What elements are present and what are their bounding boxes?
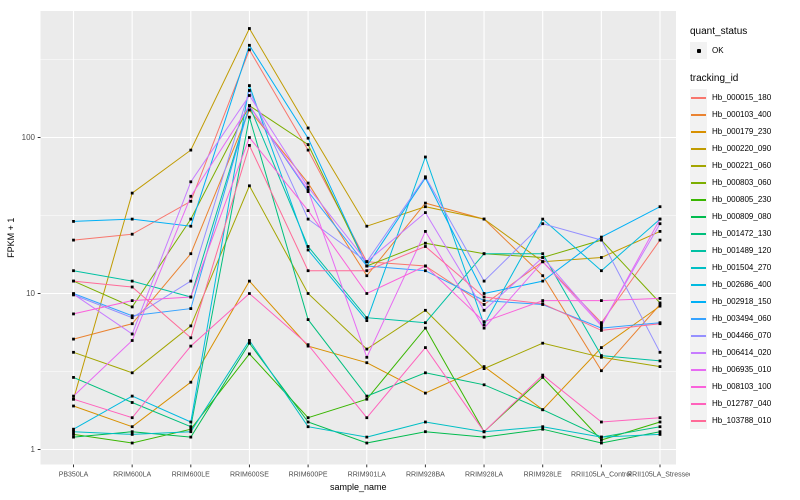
legend-title-quant-status: quant_status bbox=[690, 26, 748, 37]
series-color-key-icon bbox=[690, 259, 707, 276]
gridlines-minor bbox=[40, 59, 676, 372]
y-tick-label: 100 bbox=[22, 133, 36, 142]
legend-item-label: Hb_000015_180 bbox=[712, 93, 772, 102]
series-color-key-icon bbox=[690, 208, 707, 225]
x-tick-label: RRIM600PE bbox=[289, 472, 328, 479]
legend-item-label: Hb_003494_060 bbox=[712, 314, 772, 323]
y-tick-label: 1 bbox=[31, 445, 36, 454]
series-color-key-icon bbox=[690, 106, 707, 123]
series-color-key-icon bbox=[690, 191, 707, 208]
legend-item-Hb_001472_130: Hb_001472_130 bbox=[690, 225, 798, 242]
legend-item-label: Hb_002686_400 bbox=[712, 280, 772, 289]
legend-item-Hb_000103_400: Hb_000103_400 bbox=[690, 106, 798, 123]
legend-item-Hb_003494_060: Hb_003494_060 bbox=[690, 310, 798, 327]
gridlines-major bbox=[40, 136, 676, 451]
legend-item-label: Hb_000809_080 bbox=[712, 212, 772, 221]
y-axis-title: FPKM + 1 bbox=[6, 218, 16, 258]
series-color-key-icon bbox=[690, 140, 707, 157]
legend-item-Hb_006935_010: Hb_006935_010 bbox=[690, 361, 798, 378]
legend-item-label: Hb_000805_230 bbox=[712, 195, 772, 204]
legend-item-label: Hb_000220_090 bbox=[712, 144, 772, 153]
legend-item-label: Hb_103788_010 bbox=[712, 416, 772, 425]
legend-item-label: Hb_000221_060 bbox=[712, 161, 772, 170]
ok-point-icon bbox=[690, 42, 707, 59]
series-color-key-icon bbox=[690, 276, 707, 293]
y-axis: 1 10 100 bbox=[22, 133, 41, 454]
x-tick-label: RRIM928BA bbox=[406, 472, 445, 479]
legend-item-Hb_103788_010: Hb_103788_010 bbox=[690, 412, 798, 429]
series-color-key-icon bbox=[690, 225, 707, 242]
x-tick-label: RRIM928LA bbox=[465, 472, 503, 479]
legend-quant-status: quant_status OK bbox=[690, 26, 798, 59]
series-color-key-icon bbox=[690, 395, 707, 412]
series-color-key-icon bbox=[690, 412, 707, 429]
legend-item-label: Hb_004466_070 bbox=[712, 331, 772, 340]
series-color-key-icon bbox=[690, 361, 707, 378]
legend-item-quant-status: OK bbox=[690, 42, 798, 59]
series-color-key-icon bbox=[690, 89, 707, 106]
legend-item-Hb_000220_090: Hb_000220_090 bbox=[690, 140, 798, 157]
x-tick-label: RRIM901LA bbox=[348, 472, 386, 479]
legend-item-Hb_006414_020: Hb_006414_020 bbox=[690, 344, 798, 361]
legend-item-label: Hb_000103_400 bbox=[712, 110, 772, 119]
series-color-key-icon bbox=[690, 378, 707, 395]
legend-item-Hb_000803_060: Hb_000803_060 bbox=[690, 174, 798, 191]
series-color-key-icon bbox=[690, 344, 707, 361]
legend-item-label: Hb_012787_040 bbox=[712, 399, 772, 408]
legend-item-Hb_002918_150: Hb_002918_150 bbox=[690, 293, 798, 310]
series-color-key-icon bbox=[690, 242, 707, 259]
legend-item-label: Hb_000179_230 bbox=[712, 127, 772, 136]
legend-tracking-id: tracking_id Hb_000015_180 Hb_000103_400 Hb… bbox=[690, 73, 798, 429]
x-axis: PB350LA RRIM600LA RRIM600LE RRIM600SE RRIM60… bbox=[59, 464, 690, 479]
series-color-key-icon bbox=[690, 327, 707, 344]
legend-item-Hb_004466_070: Hb_004466_070 bbox=[690, 327, 798, 344]
x-axis-title: sample_name bbox=[330, 482, 387, 492]
series-color-key-icon bbox=[690, 123, 707, 140]
gridlines-x bbox=[72, 11, 661, 465]
x-tick-label: RRIM600SE bbox=[230, 472, 269, 479]
legend-item-Hb_001489_120: Hb_001489_120 bbox=[690, 242, 798, 259]
legend-item-Hb_000015_180: Hb_000015_180 bbox=[690, 89, 798, 106]
legend-item-label: OK bbox=[712, 46, 724, 55]
legend-item-Hb_008103_100: Hb_008103_100 bbox=[690, 378, 798, 395]
legend-title-tracking-id: tracking_id bbox=[690, 73, 739, 84]
series-color-key-icon bbox=[690, 310, 707, 327]
legend-item-Hb_000805_230: Hb_000805_230 bbox=[690, 191, 798, 208]
legend-item-Hb_001504_270: Hb_001504_270 bbox=[690, 259, 798, 276]
tracking-id-items: Hb_000015_180 Hb_000103_400 Hb_000179_230 H… bbox=[690, 89, 798, 429]
legend-item-Hb_012787_040: Hb_012787_040 bbox=[690, 395, 798, 412]
legend-item-label: Hb_002918_150 bbox=[712, 297, 772, 306]
plot-panel bbox=[40, 11, 676, 465]
legend-item-label: Hb_001489_120 bbox=[712, 246, 772, 255]
legend-item-label: Hb_008103_100 bbox=[712, 382, 772, 391]
legend-item-label: Hb_000803_060 bbox=[712, 178, 772, 187]
plot-svg: 1 10 100 PB350LA RRIM600LA RRIM600LE RRIM600SE… bbox=[6, 11, 690, 492]
x-tick-label: RRII105LA_Stressed bbox=[627, 472, 690, 479]
x-tick-label: RRII105LA_Control bbox=[571, 472, 632, 479]
legend-item-label: Hb_006935_010 bbox=[712, 365, 772, 374]
legend-item-Hb_002686_400: Hb_002686_400 bbox=[690, 276, 798, 293]
x-tick-label: PB350LA bbox=[59, 472, 89, 479]
quant-status-items: OK bbox=[690, 42, 798, 59]
legend-item-label: Hb_006414_020 bbox=[712, 348, 772, 357]
x-tick-label: RRIM600LA bbox=[113, 472, 151, 479]
legend-item-label: Hb_001472_130 bbox=[712, 229, 772, 238]
legend: quant_status OK tracking_id Hb_000015_18… bbox=[690, 26, 798, 443]
series-color-key-icon bbox=[690, 293, 707, 310]
legend-item-label: Hb_001504_270 bbox=[712, 263, 772, 272]
x-tick-label: RRIM600LE bbox=[172, 472, 210, 479]
data-points bbox=[72, 27, 662, 445]
legend-item-Hb_000221_060: Hb_000221_060 bbox=[690, 157, 798, 174]
series-color-key-icon bbox=[690, 157, 707, 174]
legend-item-Hb_000179_230: Hb_000179_230 bbox=[690, 123, 798, 140]
x-tick-label: RRIM928LE bbox=[524, 472, 562, 479]
legend-item-Hb_000809_080: Hb_000809_080 bbox=[690, 208, 798, 225]
y-tick-label: 10 bbox=[26, 289, 35, 298]
series-color-key-icon bbox=[690, 174, 707, 191]
